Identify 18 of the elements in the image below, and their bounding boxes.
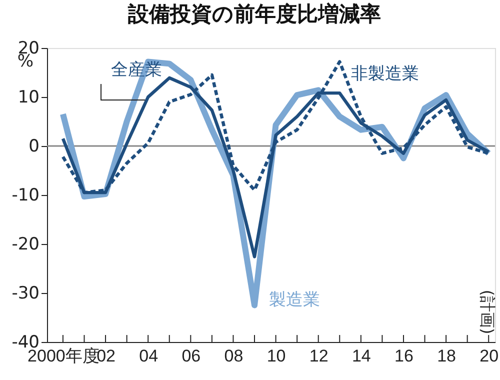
x-tick-label: 14: [352, 346, 371, 366]
x-tick-label: 12: [309, 346, 328, 366]
x-tick-label: 18: [437, 346, 456, 366]
x-tick-label: 08: [224, 346, 244, 366]
x-tick-label: 20: [480, 346, 499, 366]
series-label: 非製造業: [351, 64, 419, 84]
x-tick-label: 04: [139, 346, 158, 366]
chart-title: 設備投資の前年度比増減率: [127, 2, 382, 26]
y-tick-label: -20: [12, 234, 40, 254]
x-tick-label: 10: [266, 346, 286, 366]
y-tick-label: 0: [28, 136, 40, 156]
series-label: 製造業: [269, 290, 320, 310]
y-tick-label: -10: [12, 186, 40, 206]
y-tick-label: -30: [12, 284, 40, 304]
x-tick-label: 06: [182, 346, 201, 366]
x-tick-label: 16: [394, 346, 414, 366]
y-tick-label: 10: [18, 88, 40, 108]
annotation: (計画): [478, 290, 497, 334]
